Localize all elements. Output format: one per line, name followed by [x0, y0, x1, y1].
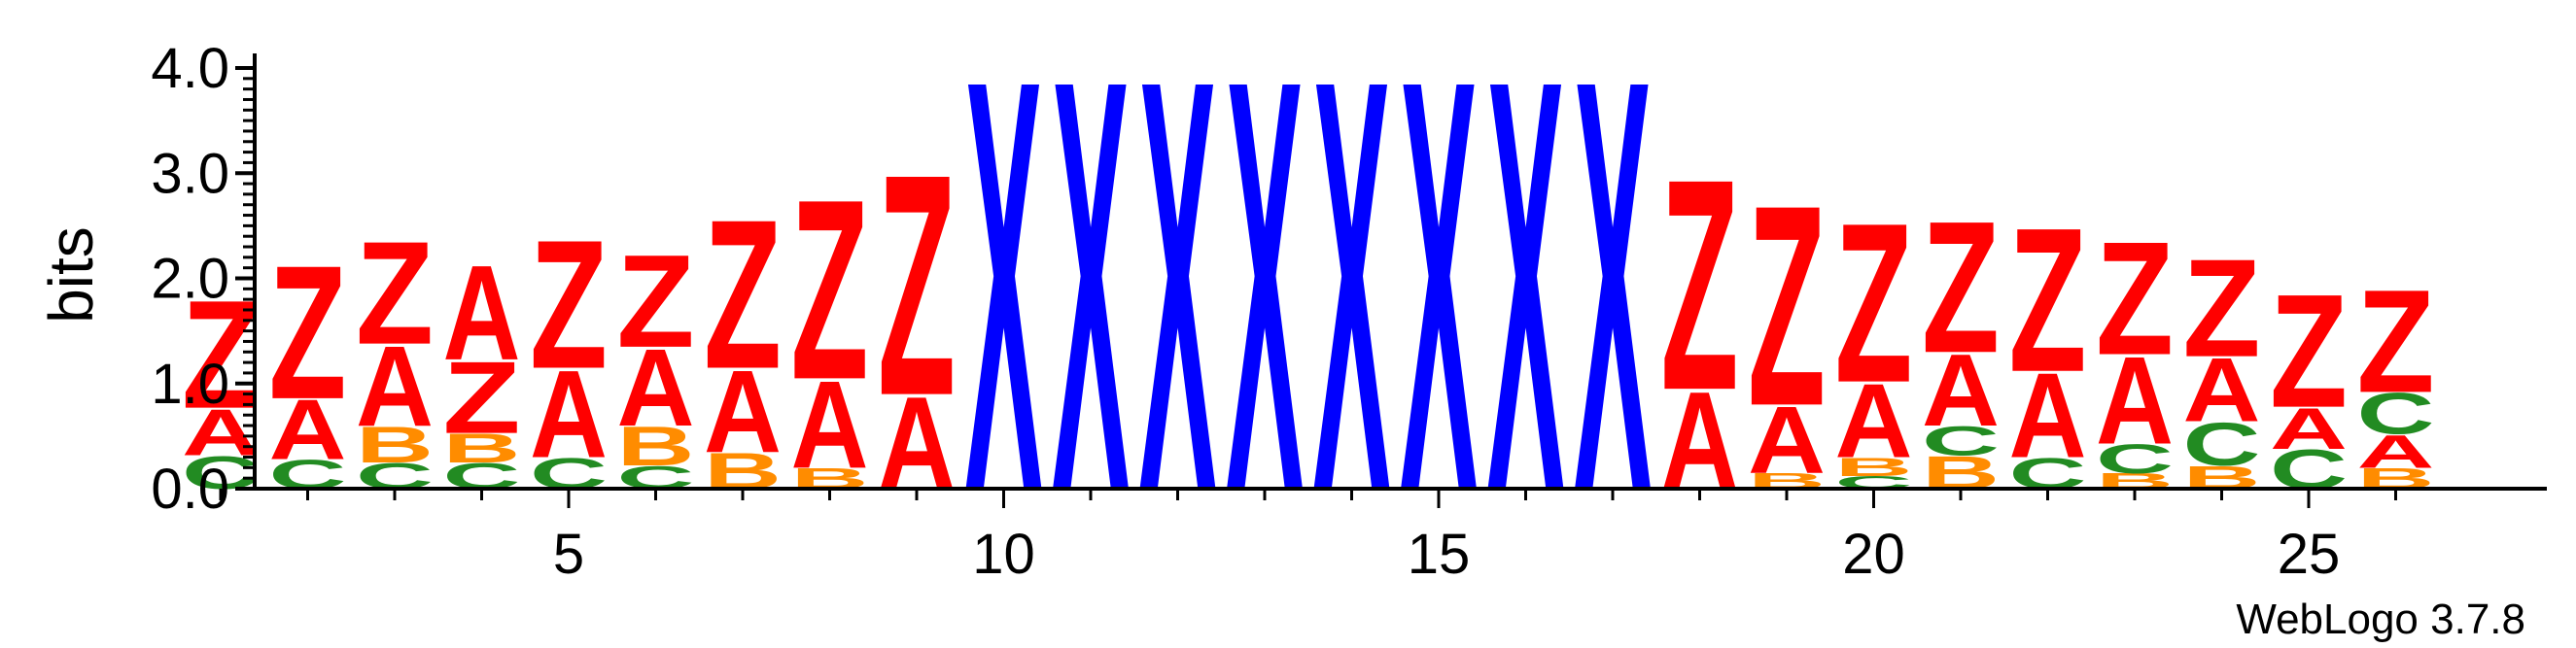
- logo-glyph: X: [1487, 0, 1566, 614]
- logo-letter-x: X: [1052, 0, 1131, 614]
- logo-letter-z: Z: [356, 211, 434, 375]
- logo-column-17: X: [1574, 0, 1653, 614]
- logo-letter-z: Z: [791, 147, 869, 433]
- logo-glyph: Z: [878, 109, 956, 461]
- logo-letter-z: Z: [1922, 183, 2000, 393]
- logo-glyph: Z: [617, 228, 695, 376]
- x-tick-label: 25: [2278, 523, 2341, 586]
- x-tick-label: 5: [553, 523, 584, 586]
- logo-letter-z: Z: [2183, 231, 2261, 387]
- logo-letter-x: X: [1226, 0, 1305, 614]
- logo-glyph: Z: [2009, 187, 2087, 416]
- logo-column-2: CAZ: [268, 226, 346, 497]
- logo-letter-z: Z: [1835, 176, 1913, 430]
- logo-column-18: AZ: [1661, 118, 1739, 519]
- logo-glyph: Z: [1922, 183, 2000, 393]
- logo-glyph: Z: [1748, 147, 1826, 465]
- logo-glyph: X: [1574, 0, 1653, 614]
- logo-column-5: CAZ: [530, 203, 608, 498]
- x-tick-label: 10: [972, 523, 1035, 586]
- logo-letter-x: X: [1487, 0, 1566, 614]
- logo-glyph: A: [443, 237, 521, 389]
- logo-glyph: X: [1313, 0, 1392, 614]
- y-tick-label: 0.0: [151, 458, 229, 521]
- logo-glyph: Z: [791, 147, 869, 433]
- logo-letter-a: A: [443, 237, 521, 389]
- y-tick-label: 1.0: [151, 353, 229, 416]
- y-tick-label: 2.0: [151, 248, 229, 311]
- logo-glyph: X: [1226, 0, 1305, 614]
- logo-glyph: Z: [530, 203, 608, 407]
- logo-column-13: X: [1226, 0, 1305, 614]
- logo-column-19: BAZ: [1748, 147, 1826, 494]
- logo-letter-x: X: [1313, 0, 1392, 614]
- logo-column-8: BAZ: [790, 147, 868, 495]
- x-tick-label: 15: [1408, 523, 1471, 586]
- logo-letter-x: X: [1139, 0, 1218, 614]
- logo-column-12: X: [1139, 0, 1218, 614]
- x-tick-label: 20: [1842, 523, 1905, 586]
- logo-glyph: Z: [2357, 259, 2435, 424]
- logo-letter-z: Z: [2357, 259, 2435, 424]
- logo-glyph: Z: [2183, 231, 2261, 387]
- logo-glyph: X: [1139, 0, 1218, 614]
- logo-letter-z: Z: [704, 177, 782, 414]
- logo-column-9: AZ: [878, 109, 956, 518]
- logo-letter-x: X: [1574, 0, 1653, 614]
- logo-letter-z: Z: [2096, 208, 2174, 389]
- weblogo-credit: WebLogo 3.7.8: [2236, 596, 2525, 643]
- logo-glyph: Z: [2270, 261, 2348, 442]
- logo-column-7: BAZ: [704, 177, 782, 500]
- y-tick-label: 3.0: [151, 142, 229, 205]
- logo-letter-z: Z: [1748, 147, 1826, 465]
- logo-letter-z: Z: [530, 203, 608, 407]
- y-tick-label: 4.0: [151, 37, 229, 100]
- y-axis-label: bits: [36, 226, 106, 324]
- logo-column-14: X: [1313, 0, 1392, 614]
- logo-glyph: Z: [269, 226, 347, 439]
- logo-letter-z: Z: [878, 109, 956, 461]
- logo-column-25: CAZ: [2270, 261, 2348, 501]
- logo-letter-z: Z: [617, 228, 695, 376]
- logo-letter-z: Z: [2270, 261, 2348, 442]
- logo-glyph: Z: [2096, 208, 2174, 389]
- logo-column-16: X: [1487, 0, 1566, 614]
- logo-letter-z: Z: [269, 226, 347, 439]
- logo-letter-z: Z: [1661, 118, 1739, 453]
- logo-glyph: Z: [356, 211, 434, 375]
- logo-column-22: CAZ: [2009, 187, 2087, 498]
- logo-glyph: Z: [1835, 176, 1913, 430]
- logo-glyph: X: [1052, 0, 1131, 614]
- logo-letter-z: Z: [2009, 187, 2087, 416]
- logo-glyph: Z: [1661, 118, 1739, 453]
- logo-column-11: X: [1052, 0, 1131, 614]
- logo-glyph: Z: [704, 177, 782, 414]
